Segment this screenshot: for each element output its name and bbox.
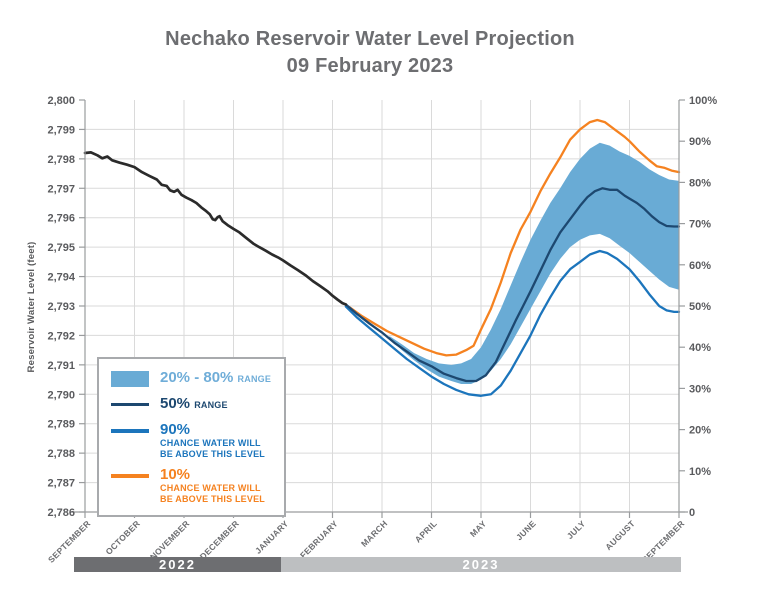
legend-box: 20% - 80% RANGE 50% RANGE 90% CHANCE WAT… (97, 357, 286, 517)
chart-title-line1: Nechako Reservoir Water Level Projection (165, 28, 575, 50)
legend-90-label: 90% CHANCE WATER WILL BE ABOVE THIS LEVE… (160, 422, 265, 460)
y-left-tick-label: 2,788 (47, 448, 75, 460)
legend-item-10: 10% CHANCE WATER WILL BE ABOVE THIS LEVE… (111, 467, 272, 505)
legend-item-50: 50% RANGE (111, 396, 272, 413)
band-20-80 (389, 142, 679, 384)
x-month-label: NOVEMBER (148, 518, 191, 561)
year-bar-2022: 2022 (74, 557, 281, 572)
axis-ticks (79, 99, 685, 518)
y-right-tick-label: 0 (689, 507, 695, 519)
y-right-tick-label: 30% (689, 383, 711, 395)
y-left-tick-label: 2,798 (47, 154, 75, 166)
legend-band-range-text: 20% - 80% (160, 369, 234, 386)
y-left-tick-label: 2,797 (47, 183, 75, 195)
y-right-tick-label: 70% (689, 219, 711, 231)
legend-10-sub1: CHANCE WATER WILL (160, 483, 261, 493)
legend-50-label: 50% RANGE (160, 396, 228, 413)
x-month-label: AUGUST (603, 518, 637, 552)
y-left-tick-label: 2,786 (47, 507, 75, 519)
x-month-label: APRIL (413, 518, 439, 544)
legend-90-text: 90% (160, 421, 191, 438)
y-left-tick-label: 2,787 (47, 478, 75, 490)
x-month-label: JULY (565, 518, 588, 541)
y-left-tick-label: 2,796 (47, 213, 75, 225)
y-right-tick-label: 50% (689, 301, 711, 313)
historical-line (83, 151, 348, 306)
chart-title-line2: 09 February 2023 (286, 55, 454, 77)
legend-band-suffix: RANGE (237, 374, 272, 384)
x-month-label: FEBRUARY (298, 518, 340, 560)
legend-item-band: 20% - 80% RANGE (111, 370, 272, 387)
year-bar-2023: 2023 (281, 557, 681, 572)
p50-line-swatch (111, 402, 149, 407)
legend-50-suffix: RANGE (194, 400, 228, 410)
y-left-tick-label: 2,793 (47, 301, 75, 313)
gridlines (85, 100, 679, 512)
line-10-percent (348, 118, 681, 357)
y-left-tick-label: 2,795 (47, 242, 75, 254)
y-right-tick-label: 40% (689, 342, 711, 354)
y-left-tick-label: 2,791 (47, 360, 75, 372)
p10-line-swatch (111, 474, 149, 478)
legend-50-text: 50% (160, 395, 191, 412)
legend-90-sub1: CHANCE WATER WILL (160, 438, 261, 448)
x-month-label: OCTOBER (103, 518, 142, 557)
legend-10-sub2: BE ABOVE THIS LEVEL (160, 494, 265, 504)
y-right-tick-label: 100% (689, 95, 717, 107)
legend-item-90: 90% CHANCE WATER WILL BE ABOVE THIS LEVE… (111, 422, 272, 460)
legend-band-label: 20% - 80% RANGE (160, 370, 271, 387)
band-swatch (111, 370, 149, 387)
legend-10-label: 10% CHANCE WATER WILL BE ABOVE THIS LEVE… (160, 467, 265, 505)
y-right-tick-label: 10% (689, 466, 711, 478)
y-left-tick-label: 2,792 (47, 330, 75, 342)
legend-90-sub2: BE ABOVE THIS LEVEL (160, 449, 265, 459)
legend-10-text: 10% (160, 466, 191, 483)
y-left-tick-label: 2,790 (47, 389, 75, 401)
y-right-tick-label: 60% (689, 260, 711, 272)
y-left-tick-label: 2,800 (47, 95, 75, 107)
p90-line-swatch (111, 429, 149, 433)
y-right-tick-label: 90% (689, 136, 711, 148)
x-month-label: MAY (468, 518, 489, 539)
chart-title: Nechako Reservoir Water Level Projection… (0, 26, 740, 80)
y-left-tick-label: 2,794 (47, 272, 75, 284)
y-left-tick-label: 2,789 (47, 419, 75, 431)
x-month-label: MARCH (359, 518, 390, 549)
x-month-label: JANUARY (253, 518, 290, 555)
x-month-label: JUNE (514, 518, 538, 542)
y-right-tick-label: 80% (689, 177, 711, 189)
y-left-tick-label: 2,799 (47, 124, 75, 136)
x-month-label: DECEMBER (198, 518, 241, 561)
line-90-percent (344, 249, 681, 397)
y-right-tick-label: 20% (689, 425, 711, 437)
line-50-percent (344, 187, 681, 383)
